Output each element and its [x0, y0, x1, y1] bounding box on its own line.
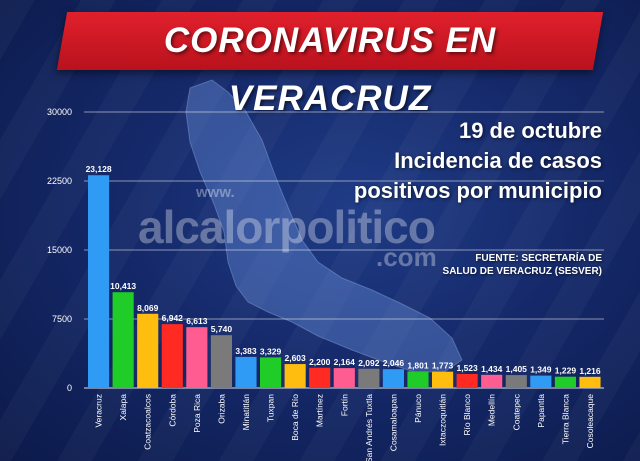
bar-value-label: 1,523 [456, 363, 478, 373]
bar [210, 335, 232, 388]
category-label: Pánuco [413, 394, 423, 423]
bar-value-label: 1,773 [432, 361, 454, 371]
category-label: Ixtaczoquitlán [438, 394, 448, 446]
bar-value-label: 2,046 [383, 358, 405, 368]
bar-value-label: 8,069 [137, 303, 159, 313]
bar-value-label: 2,200 [309, 357, 331, 367]
bar-value-label: 6,613 [186, 316, 208, 326]
bar [88, 175, 110, 388]
source-line-1: FUENTE: SECRETARÍA DE [475, 253, 602, 264]
category-label: Coatzacoalcos [143, 394, 153, 450]
bar [284, 364, 306, 388]
y-tick-label: 0 [67, 383, 72, 393]
bar [456, 373, 478, 388]
y-tick-label: 7500 [52, 314, 72, 324]
bar-value-label: 6,942 [162, 313, 184, 323]
category-label: Cosoleacaque [585, 394, 595, 449]
bar-value-label: 10,413 [110, 281, 136, 291]
bar [235, 356, 257, 388]
date-label: 19 de octubre [458, 118, 602, 143]
bar-value-label: 2,603 [284, 353, 306, 363]
bar-value-label: 1,434 [481, 364, 503, 374]
bar-value-label: 1,349 [530, 365, 552, 375]
bar-value-label: 2,092 [358, 358, 380, 368]
watermark-prefix: www. [196, 184, 235, 201]
bar [358, 368, 380, 388]
bar-value-label: 5,740 [211, 324, 233, 334]
bar-value-label: 1,801 [407, 360, 429, 370]
bar [505, 375, 527, 388]
bar [382, 369, 404, 388]
bar [161, 324, 183, 388]
bar-value-label: 1,216 [579, 366, 601, 376]
bar [407, 371, 429, 388]
category-label: Orizaba [216, 394, 226, 424]
bar-value-label: 1,405 [506, 364, 528, 374]
y-tick-label: 22500 [47, 176, 72, 186]
bar [333, 368, 355, 388]
category-label: Xalapa [118, 394, 128, 421]
bar [432, 371, 454, 388]
bar-value-label: 3,329 [260, 346, 282, 356]
bar [554, 376, 576, 388]
subtitle-line-2: positivos por municipio [353, 178, 602, 203]
category-label: Papantla [536, 394, 546, 428]
bar [481, 374, 503, 388]
category-label: Poza Rica [192, 394, 202, 433]
watermark-suffix: .com [376, 242, 437, 272]
category-label: Minatitlán [241, 394, 251, 431]
category-label: Martínez [315, 394, 325, 427]
bar [137, 313, 159, 388]
bar [112, 292, 134, 388]
bar-value-label: 1,229 [555, 366, 577, 376]
bar [309, 367, 331, 388]
category-label: San Andrés Tuxtla [364, 394, 374, 461]
category-label: Fortín [339, 394, 349, 416]
bar-value-label: 3,383 [235, 346, 257, 356]
watermark-name: alcalorpolitico [138, 201, 436, 253]
category-label: Coatepec [511, 393, 521, 430]
category-label: Boca de Río [290, 394, 300, 441]
bar [260, 357, 282, 388]
category-label: Medellín [487, 394, 497, 426]
source-line-2: SALUD DE VERACRUZ (SESVER) [442, 266, 602, 277]
category-label: Tierra Blanca [560, 394, 570, 445]
y-tick-label: 15000 [47, 245, 72, 255]
category-label: Tuxpan [266, 394, 276, 422]
category-label: Río Blanco [462, 394, 472, 436]
bar-value-label: 23,128 [86, 164, 112, 174]
bar [579, 376, 601, 388]
bar-value-label: 2,164 [334, 357, 356, 367]
category-label: Veracruz [94, 394, 104, 428]
bar [186, 327, 208, 388]
bar [530, 375, 552, 388]
category-label: Cosamaloapan [388, 394, 398, 451]
category-label: Córdoba [167, 394, 177, 427]
subtitle-line-1: Incidencia de casos [394, 148, 602, 173]
y-tick-label: 30000 [47, 107, 72, 117]
